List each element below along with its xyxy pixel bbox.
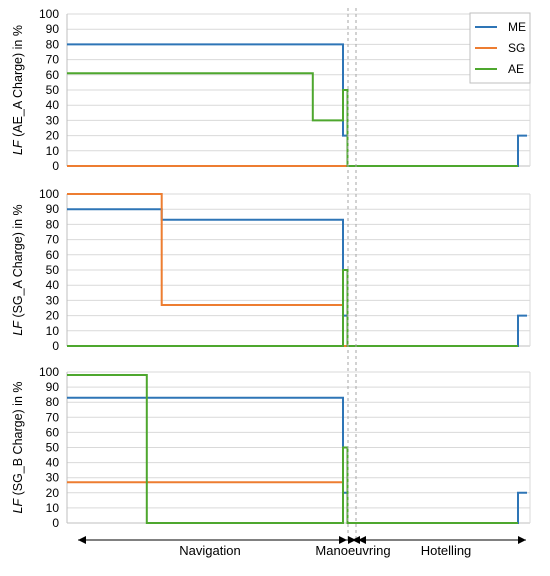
- y-tick-label: 40: [46, 98, 60, 112]
- y-tick-label: 80: [46, 395, 60, 409]
- y-tick-label: 90: [46, 202, 60, 216]
- y-tick-label: 100: [39, 365, 59, 379]
- arrowhead-hotelling-end: [518, 536, 526, 544]
- phase-label-manoeuvring: Manoeuvring: [315, 543, 390, 558]
- y-tick-label: 90: [46, 380, 60, 394]
- y-axis-title-rest: (SG_A Charge) in %: [11, 204, 25, 321]
- y-tick-label: 30: [46, 293, 60, 307]
- series-line-me: [67, 208, 527, 347]
- y-axis-title: LF (AE_A Charge) in %: [11, 25, 25, 155]
- y-tick-label: 0: [52, 516, 59, 530]
- legend-label-sg: SG: [508, 41, 525, 55]
- y-tick-label: 0: [52, 159, 59, 173]
- y-tick-label: 10: [46, 144, 60, 158]
- y-tick-label: 50: [46, 263, 60, 277]
- y-axis-title-prefix: LF: [11, 139, 25, 155]
- y-axis-title-rest: (AE_A Charge) in %: [11, 25, 25, 140]
- y-tick-label: 30: [46, 113, 60, 127]
- arrowhead-navigation-end: [339, 536, 347, 544]
- series-line-me: [67, 396, 527, 524]
- y-tick-label: 70: [46, 53, 60, 67]
- legend-label-ae: AE: [508, 62, 524, 76]
- y-tick-label: 100: [39, 187, 59, 201]
- arrowhead-manoeuvring-end: [348, 536, 356, 544]
- y-tick-label: 10: [46, 324, 60, 338]
- y-axis-title-rest: (SG_B Charge) in %: [11, 381, 25, 498]
- y-tick-label: 60: [46, 68, 60, 82]
- legend-label-me: ME: [508, 20, 526, 34]
- y-tick-label: 40: [46, 278, 60, 292]
- phase-label-navigation: Navigation: [179, 543, 240, 558]
- phase-axis: Navigation Manoeuvring Hotelling: [78, 536, 526, 558]
- legend: ME SG AE: [469, 12, 531, 84]
- y-tick-label: 40: [46, 456, 60, 470]
- phase-dividers: [347, 8, 357, 540]
- series-line-ae: [67, 269, 518, 347]
- y-tick-label: 20: [46, 309, 60, 323]
- y-axis-title-prefix: LF: [11, 320, 25, 336]
- phase-label-hotelling: Hotelling: [421, 543, 472, 558]
- y-tick-label: 50: [46, 83, 60, 97]
- y-tick-label: 90: [46, 22, 60, 36]
- y-tick-label: 80: [46, 37, 60, 51]
- y-axis-title-prefix: LF: [11, 498, 25, 514]
- y-tick-label: 100: [39, 7, 59, 21]
- y-tick-label: 70: [46, 233, 60, 247]
- y-tick-label: 10: [46, 501, 60, 515]
- series-line-ae: [67, 374, 518, 524]
- y-tick-label: 80: [46, 217, 60, 231]
- y-axis-title: LF (SG_B Charge) in %: [11, 381, 25, 513]
- y-tick-label: 60: [46, 425, 60, 439]
- series-line-ae: [67, 72, 518, 167]
- y-tick-label: 30: [46, 471, 60, 485]
- y-tick-label: 50: [46, 441, 60, 455]
- y-axis-title: LF (SG_A Charge) in %: [11, 204, 25, 335]
- y-tick-label: 0: [52, 339, 59, 353]
- arrowhead-hotelling-start: [358, 536, 366, 544]
- arrowhead-navigation-start: [78, 536, 86, 544]
- y-tick-label: 60: [46, 248, 60, 262]
- y-tick-label: 20: [46, 129, 60, 143]
- y-tick-label: 20: [46, 486, 60, 500]
- y-tick-label: 70: [46, 410, 60, 424]
